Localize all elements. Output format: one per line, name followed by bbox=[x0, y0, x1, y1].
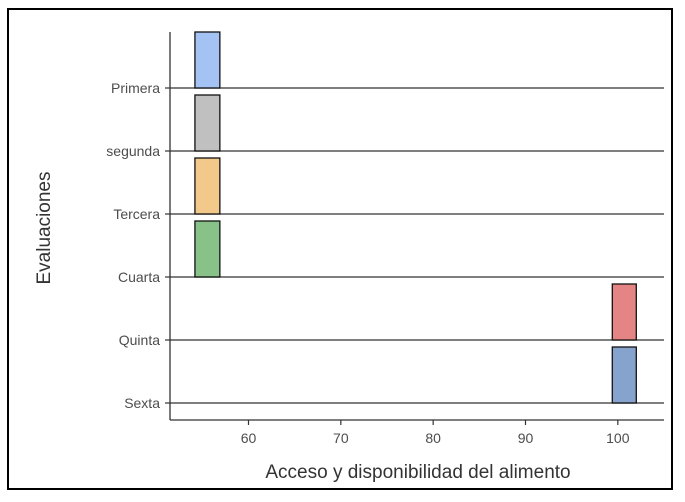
axes-layer bbox=[169, 32, 664, 421]
ridge-cuarta bbox=[194, 220, 221, 278]
ridge-sexta bbox=[611, 346, 637, 404]
x-tick-label-100: 100 bbox=[606, 430, 630, 446]
y-tick-label-quinta: Quinta bbox=[119, 332, 160, 348]
marks-layer bbox=[194, 31, 637, 404]
x-tick-label-60: 60 bbox=[241, 430, 257, 446]
ridge-tercera bbox=[194, 157, 221, 215]
x-ticks-layer: 60 70 80 90 100 bbox=[241, 420, 630, 446]
y-tick-label-segunda: segunda bbox=[106, 143, 160, 159]
ridge-primera bbox=[194, 31, 221, 89]
x-axis-title: Acceso y disponibilidad del alimento bbox=[265, 462, 570, 483]
y-tick-label-primera: Primera bbox=[111, 80, 160, 96]
x-tick-label-90: 90 bbox=[518, 430, 534, 446]
y-tick-label-cuarta: Cuarta bbox=[118, 269, 160, 285]
y-tick-label-sexta: Sexta bbox=[124, 395, 160, 411]
ridge-quinta bbox=[611, 283, 637, 341]
x-tick-label-80: 80 bbox=[425, 430, 441, 446]
y-tick-label-tercera: Tercera bbox=[113, 206, 160, 222]
baselines-layer bbox=[170, 87, 664, 404]
ridge-segunda bbox=[194, 94, 221, 152]
x-tick-label-70: 70 bbox=[333, 430, 349, 446]
y-ticks-layer: Primera segunda Tercera Cuarta Quinta Sexta bbox=[106, 80, 170, 411]
y-axis-title: Evaluaciones bbox=[34, 171, 55, 284]
